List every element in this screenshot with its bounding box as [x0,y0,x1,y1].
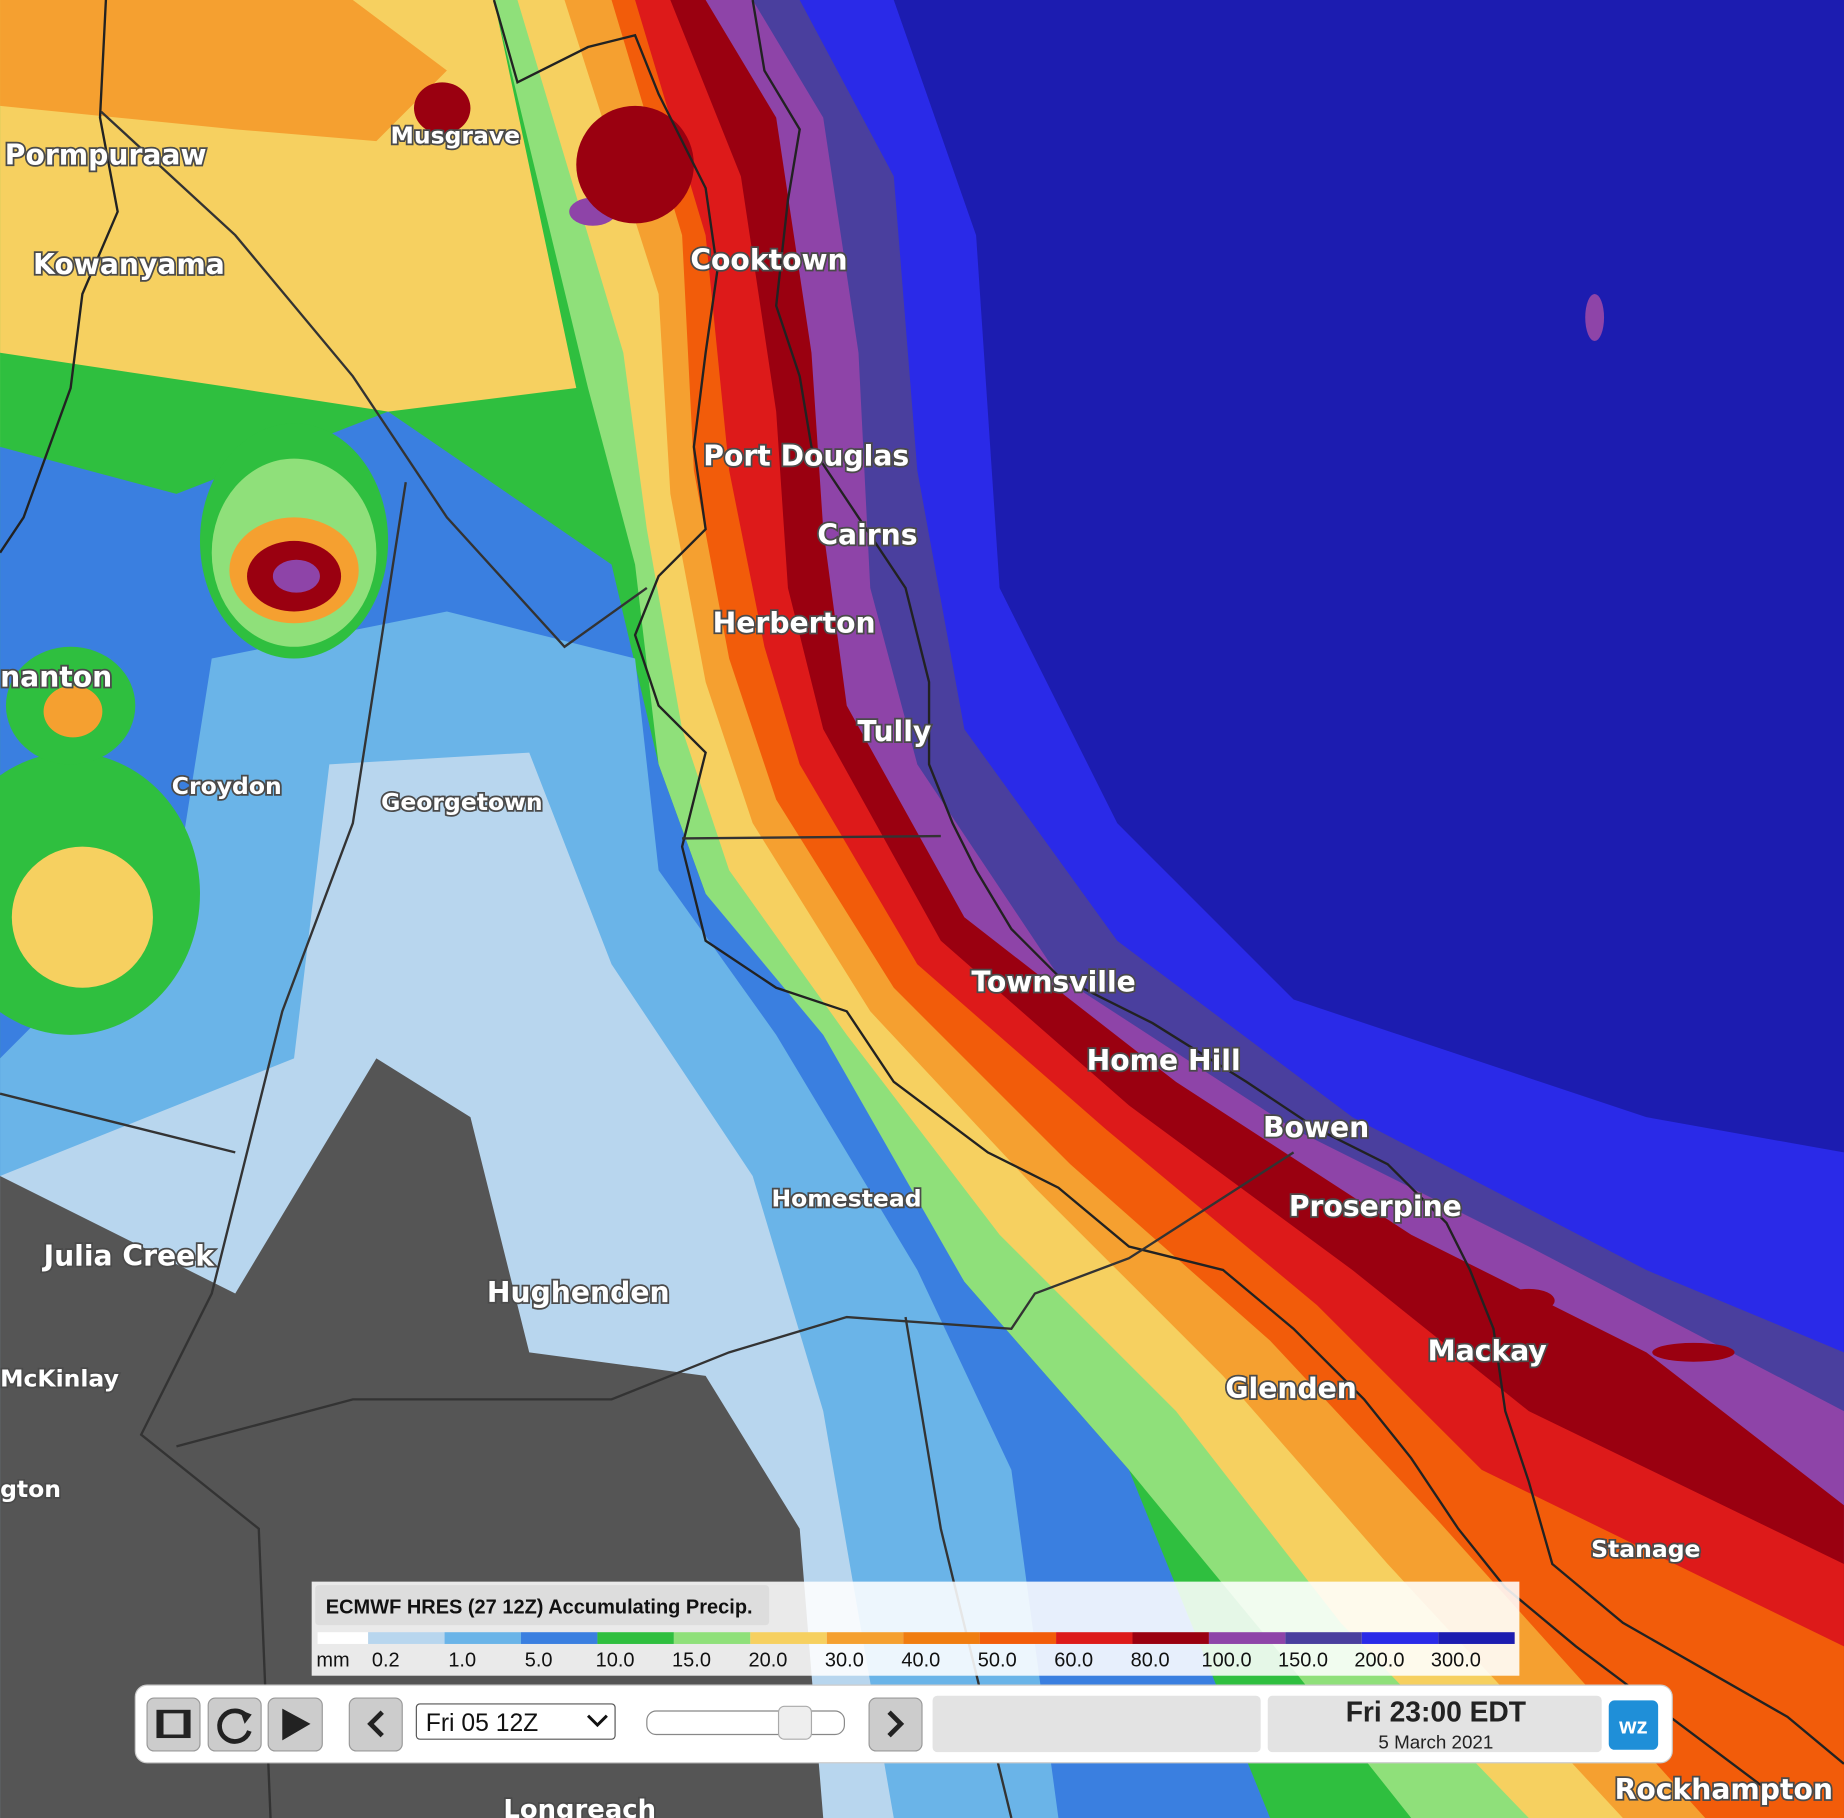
place-label: Hughenden [487,1276,670,1309]
precip-cell [43,685,103,738]
place-label: gton [0,1475,61,1503]
legend-level: 10.0 [596,1649,635,1671]
precip-cell [1502,1288,1555,1313]
place-label: McKinlay [0,1364,119,1392]
place-label: Bowen [1263,1111,1369,1144]
place-label: Port Douglas [703,440,909,473]
legend-swatch [1208,1632,1286,1644]
legend-level: 50.0 [978,1649,1017,1671]
legend-swatch [826,1632,904,1644]
prev-button[interactable] [348,1697,403,1752]
legend-swatch [750,1632,827,1644]
time-box [1267,1695,1602,1753]
place-label: Homestead [771,1185,921,1213]
place-label: Home Hill [1087,1044,1241,1077]
control-bar: Fri 05 12Z Fri 23:00 EDT 5 March 2021 wz [134,1684,1673,1764]
place-label: Kowanyama [33,248,225,281]
play-button[interactable] [267,1697,323,1752]
legend-swatch [1438,1632,1515,1644]
valid-time: Fri 23:00 EDT [1346,1696,1526,1728]
place-label: Mackay [1428,1335,1547,1368]
place-label: Herberton [713,607,876,640]
legend-unit: mm [316,1649,349,1671]
place-label: Rockhampton [1615,1773,1833,1806]
legend-level: 100.0 [1202,1649,1252,1671]
legend-swatch [1056,1632,1133,1644]
animate-button[interactable] [146,1697,201,1752]
legend-swatch [1285,1632,1362,1644]
precip-cell [11,846,153,988]
legend-level: 200.0 [1354,1649,1404,1671]
next-button[interactable] [868,1697,923,1752]
reload-button[interactable] [207,1697,262,1752]
precip-cell [272,559,320,593]
legend-swatch [368,1632,445,1644]
legend-swatch [1132,1632,1209,1644]
place-label: Cooktown [690,243,847,276]
place-label: nanton [0,661,112,694]
place-label: Longreach [503,1795,656,1818]
legend-level: 0.2 [372,1649,400,1671]
legend: ECMWF HRES (27 12Z) Accumulating Precip.… [311,1581,1520,1676]
place-label: Proserpine [1289,1190,1462,1223]
legend-swatch [1361,1632,1439,1644]
legend-swatches: 0.2 1.0 5.0 10.0 15.0 20.0 30.0 40.0 50.0 60.0 80.… [368,1632,1515,1671]
place-label: Julia Creek [42,1239,216,1272]
legend-level: 80.0 [1131,1649,1170,1671]
legend-title: ECMWF HRES (27 12Z) Accumulating Precip. [326,1596,753,1618]
precip-cell [576,105,694,224]
place-label: Townsville [971,965,1135,998]
place-label: Stanage [1591,1535,1700,1563]
place-label: Musgrave [390,121,520,149]
legend-level: 300.0 [1431,1649,1481,1671]
precip-cell [1652,1342,1735,1362]
legend-level: 150.0 [1278,1649,1328,1671]
time-slider[interactable] [646,1705,845,1740]
logo[interactable] [1608,1700,1659,1750]
legend-header [315,1585,770,1626]
precip-cell [413,82,471,135]
legend-swatch [521,1632,598,1644]
legend-level: 1.0 [448,1649,476,1671]
place-label: Cairns [817,518,917,551]
legend-level: 5.0 [525,1649,553,1671]
legend-swatch [979,1632,1057,1644]
run-select[interactable]: Fri 05 12Z [415,1703,616,1740]
logo-text[interactable]: wz [1618,1713,1648,1738]
legend-swatch [444,1632,522,1644]
precip-cell [1585,293,1605,342]
legend-swatch [903,1632,980,1644]
legend-level: 40.0 [901,1649,940,1671]
place-label: Tully [857,715,931,748]
legend-level: 20.0 [748,1649,787,1671]
legend-level: 60.0 [1054,1649,1093,1671]
place-label: Pormpuraaw [5,139,207,172]
place-label: Croydon [172,772,282,800]
legend-level: 30.0 [825,1649,864,1671]
status-box [932,1695,1261,1753]
legend-swatch [597,1632,674,1644]
place-label: Georgetown [381,788,543,816]
precip-area [0,0,447,142]
legend-level: 15.0 [672,1649,711,1671]
run-select-value[interactable]: Fri 05 12Z [426,1710,539,1737]
legend-swatch [673,1632,751,1644]
place-label: Glenden [1225,1372,1357,1405]
legend-empty [317,1632,369,1644]
valid-date: 5 March 2021 [1378,1732,1493,1753]
place-labels: Pormpuraaw Musgrave Kowanyama Cooktown Port … [0,120,1835,1818]
